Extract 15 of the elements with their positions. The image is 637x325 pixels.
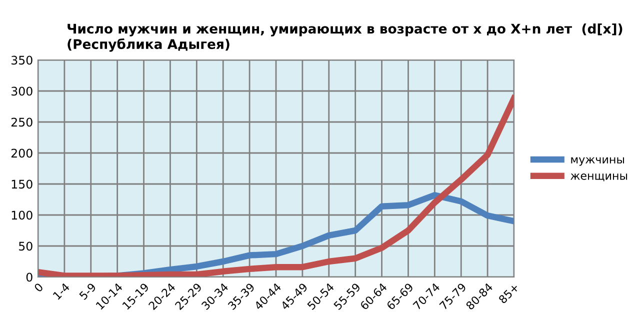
y-tick-label: 50 xyxy=(19,242,32,251)
y-tick-label: 150 xyxy=(12,180,32,189)
chart-title: Число мужчин и женщин, умирающих в возрасте от x до X+n лет (d[x]) (Республика Адыгея) xyxy=(68,23,622,52)
x-tick-label: 85+ xyxy=(498,282,520,304)
y-tick-label: 300 xyxy=(12,86,32,96)
y-tick-label: 0 xyxy=(26,272,32,282)
legend-label: женщины xyxy=(570,174,628,182)
x-tick-label: 5-9 xyxy=(78,282,96,300)
y-tick-label: 100 xyxy=(12,210,32,220)
x-tick-label: 0 xyxy=(34,282,44,292)
y-tick-label: 250 xyxy=(11,118,32,127)
y-tick-label: 350 xyxy=(12,56,32,65)
y-tick-label: 200 xyxy=(11,148,32,158)
legend-label: мужчины xyxy=(571,157,624,166)
x-tick-label: 1-4 xyxy=(52,282,70,300)
